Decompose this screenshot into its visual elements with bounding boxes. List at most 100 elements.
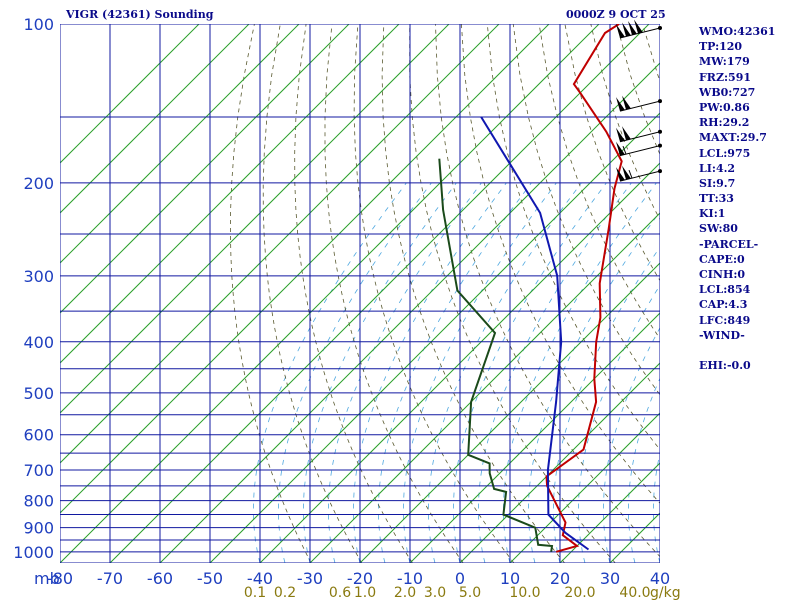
parcel-profile-line	[480, 116, 590, 551]
isotherm-line	[60, 24, 250, 214]
wind-barb	[616, 95, 662, 112]
isotherm-line	[60, 24, 300, 264]
mixing-ratio-lines	[229, 24, 660, 563]
moist-adiabat-line	[252, 182, 407, 563]
sounding-profiles	[438, 24, 623, 553]
wind-barb-station	[658, 169, 662, 174]
index-item	[699, 343, 799, 358]
pressure-tick-label: 700	[23, 461, 54, 480]
index-item: CAPE:0	[699, 252, 745, 266]
dry-adiabat-line	[538, 24, 660, 340]
wind-barb-staff	[619, 145, 661, 157]
dry-adiabat-line	[409, 24, 616, 563]
index-item: PW:0.86	[699, 100, 750, 114]
wind-barb-flag	[622, 95, 631, 110]
isotherm-line	[509, 412, 660, 563]
wind-barb	[616, 126, 662, 143]
wind-barb-half	[622, 145, 627, 155]
mixing-ratio-tick-label: 2.0	[394, 585, 416, 600]
wind-barb-flag	[622, 126, 631, 141]
mixing-ratio-unit-label: g/kg	[650, 585, 681, 600]
wind-barb	[616, 141, 662, 157]
moist-adiabat-line	[477, 182, 632, 563]
pressure-tick-label: 400	[23, 333, 54, 352]
pressure-tick-label: 100	[23, 15, 54, 34]
moist-adiabat-line	[528, 210, 660, 563]
wind-barb-flag	[634, 19, 643, 34]
dry-adiabats	[60, 24, 660, 563]
temperature-tick-label: -40	[247, 569, 273, 588]
wind-barb-station	[658, 99, 662, 104]
temperature-tick-label: 40	[650, 569, 670, 588]
temperature-tick-label: 30	[600, 569, 620, 588]
pressure-tick-label: 200	[23, 174, 54, 193]
dewpoint-profile-line	[438, 158, 554, 552]
isotherm-line	[60, 24, 450, 414]
index-item: MAXT:29.7	[699, 131, 767, 145]
moist-adiabat-line	[452, 182, 607, 563]
temperature-tick-label: -70	[97, 569, 123, 588]
index-item: CINH:0	[699, 268, 746, 281]
indices-panel: WMO:42361 TP:120 MW:179 FRZ:591 WB0:727 PW:0.…	[699, 24, 799, 373]
pressure-unit-label: mb	[34, 569, 60, 588]
temperature-tick-label: -50	[197, 569, 223, 588]
moist-adiabat-line	[502, 182, 657, 563]
wind-barb-flag	[616, 97, 625, 112]
isotherm-line	[309, 212, 660, 563]
wind-barb-flag	[616, 24, 625, 38]
moist-adiabat-line	[628, 377, 660, 563]
dry-adiabat-line	[294, 24, 413, 563]
index-item: FRZ:591	[699, 70, 752, 84]
index-item: EHI:-0.0	[699, 359, 751, 373]
index-item: SW:80	[699, 222, 738, 236]
index-item: CAP:4.3	[699, 298, 748, 312]
mixing-ratio-tick-label: 0.1	[244, 585, 266, 600]
isotherm-line	[60, 24, 350, 314]
wind-barb-flag	[616, 167, 625, 182]
pressure-tick-label: 600	[23, 426, 54, 445]
isotherm-line	[60, 24, 550, 514]
index-item: MW:179	[699, 55, 750, 69]
isotherm-line	[559, 462, 660, 563]
chart-timestamp: 0000Z 9 OCT 25	[566, 8, 666, 21]
isotherm-line	[409, 312, 660, 563]
dry-adiabat-line	[229, 24, 312, 563]
chart-title: VIGR (42361) Sounding	[66, 8, 214, 21]
pressure-axis: 100 200 300 400 500 600 700 800 900 1000	[13, 15, 54, 562]
wind-barb-flag	[616, 127, 625, 142]
index-item: LI:4.2	[699, 161, 736, 175]
index-item: WB0:727	[699, 85, 756, 99]
index-item: KI:1	[699, 207, 726, 221]
moist-adiabat-line	[553, 246, 660, 563]
temperature-tick-label: 10	[500, 569, 520, 588]
temperature-tick-label: 0	[455, 569, 465, 588]
mixing-ratio-tick-label: 0.6	[329, 585, 351, 600]
dry-adiabat-line	[353, 24, 515, 563]
index-item: RH:29.2	[699, 116, 750, 130]
moist-adiabat-line	[402, 182, 557, 563]
isotherm-line	[259, 162, 660, 563]
pressure-tick-label: 1000	[13, 543, 54, 562]
isotherm-line	[109, 24, 650, 563]
moist-adiabat-line	[277, 182, 432, 563]
wind-barb-station	[658, 143, 662, 148]
mixing-ratio-tick-label: 5.0	[459, 585, 481, 600]
wind-barbs	[616, 19, 662, 182]
isotherm-line	[60, 24, 600, 563]
dry-adiabat-line	[486, 24, 660, 451]
index-item: TP:120	[699, 40, 743, 54]
moist-adiabat-line	[327, 182, 482, 563]
dry-adiabat-line	[435, 24, 660, 558]
pressure-tick-label: 800	[23, 492, 54, 511]
temperature-tick-label: 20	[550, 569, 570, 588]
isotherm-line	[359, 262, 660, 563]
temperature-tick-label: -80	[47, 569, 73, 588]
temperature-axis: -80 -70 -60 -50 -40 -30 -20 -10 0 10 20 30 40	[47, 569, 670, 588]
mixing-ratio-axis: 0.1 0.2 0.6 1.0 2.0 3.0 5.0 10.0 20.0 40.0	[244, 585, 651, 600]
mixing-ratio-tick-label: 40.0	[619, 585, 650, 600]
isotherm-line	[159, 62, 660, 563]
temperature-tick-label: -20	[347, 569, 373, 588]
isotherm-line	[60, 24, 400, 364]
pressure-tick-label: 300	[23, 267, 54, 286]
